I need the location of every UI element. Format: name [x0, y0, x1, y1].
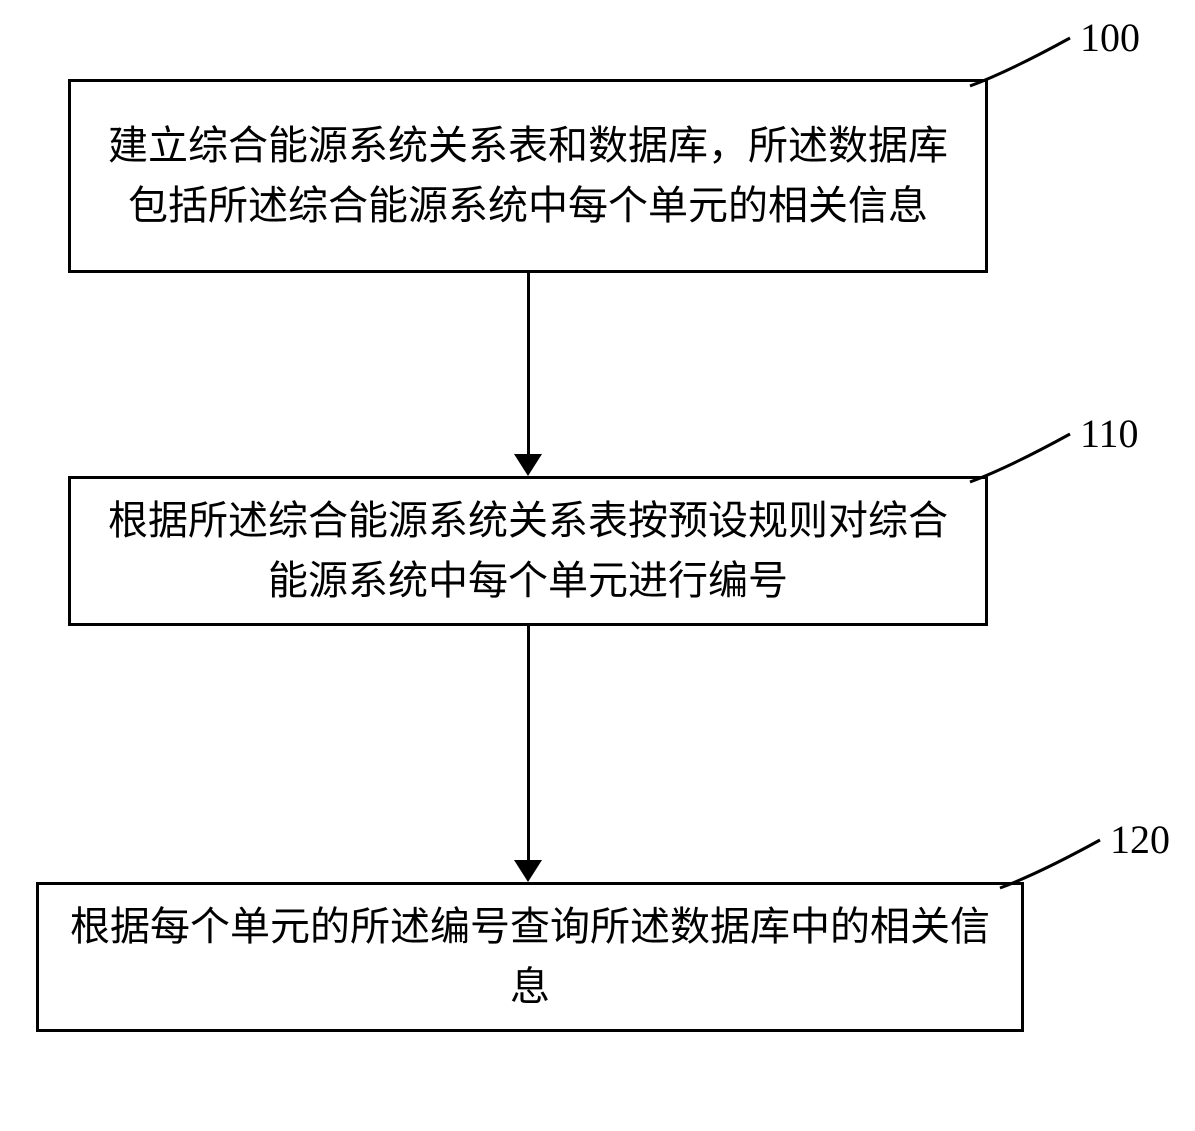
flow-node-text: 建立综合能源系统关系表和数据库，所述数据库包括所述综合能源系统中每个单元的相关信… — [101, 116, 955, 236]
flow-edge — [527, 273, 530, 462]
flow-node-100: 建立综合能源系统关系表和数据库，所述数据库包括所述综合能源系统中每个单元的相关信… — [68, 79, 988, 273]
flow-node-ref-120: 120 — [1110, 816, 1170, 863]
leader-line-100 — [960, 28, 1080, 96]
flow-node-text: 根据所述综合能源系统关系表按预设规则对综合能源系统中每个单元进行编号 — [101, 491, 955, 611]
arrow-head-icon — [514, 860, 542, 882]
flow-node-text: 根据每个单元的所述编号查询所述数据库中的相关信息 — [69, 897, 991, 1017]
leader-line-120 — [990, 830, 1110, 898]
flow-node-ref-100: 100 — [1080, 14, 1140, 61]
flow-edge — [527, 626, 530, 868]
flow-node-110: 根据所述综合能源系统关系表按预设规则对综合能源系统中每个单元进行编号 — [68, 476, 988, 626]
flow-node-ref-110: 110 — [1080, 410, 1139, 457]
flow-node-120: 根据每个单元的所述编号查询所述数据库中的相关信息 — [36, 882, 1024, 1032]
flowchart-canvas: 建立综合能源系统关系表和数据库，所述数据库包括所述综合能源系统中每个单元的相关信… — [0, 0, 1195, 1131]
arrow-head-icon — [514, 454, 542, 476]
leader-line-110 — [960, 424, 1080, 492]
